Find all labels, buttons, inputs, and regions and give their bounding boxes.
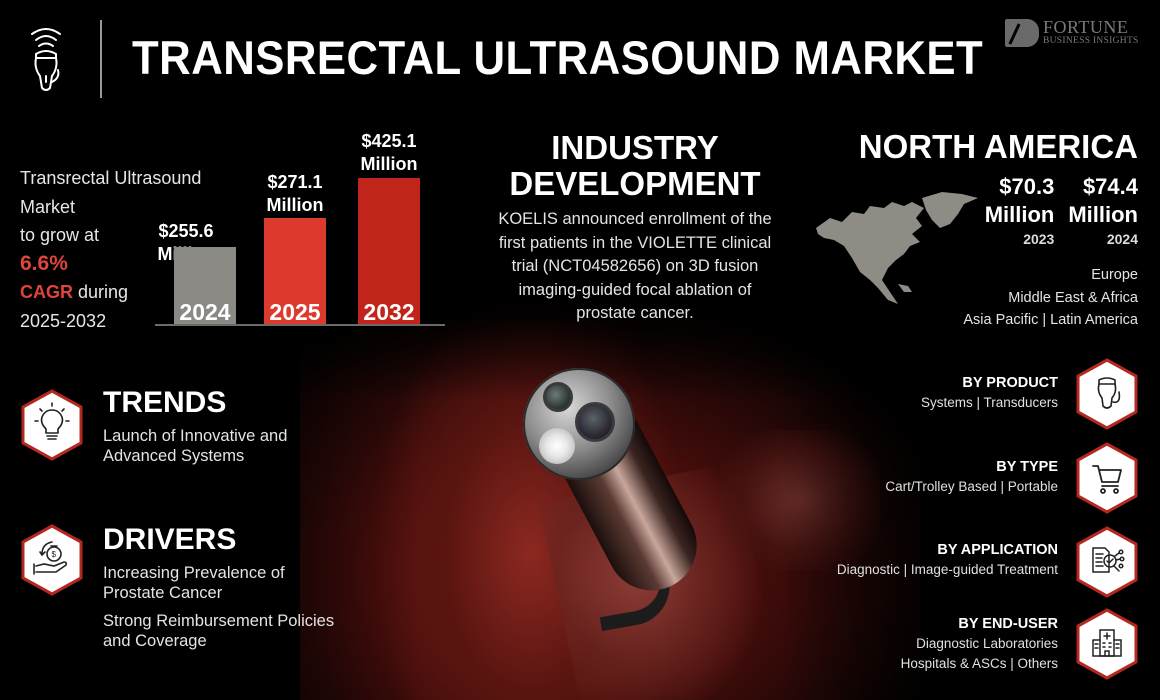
industry-development-heading: INDUSTRY DEVELOPMENT — [509, 129, 761, 202]
other-regions-list: Europe Middle East & Africa Asia Pacific… — [963, 264, 1138, 332]
page-title: TRANSRECTAL ULTRASOUND MARKET — [132, 31, 984, 84]
north-america-values: $70.3 Million 2023 $74.4 Million 2024 — [985, 173, 1138, 249]
bar-2032: 2032 — [358, 178, 420, 325]
segment-values: Hospitals & ASCs | Others — [900, 656, 1058, 671]
north-america-map-icon — [812, 188, 982, 308]
segment-by-application: BY APPLICATION Diagnostic | Image-guided… — [837, 540, 1058, 580]
logo-line2: BUSINESS INSIGHTS — [1043, 36, 1139, 46]
industry-development-text: KOELIS announced enrollment of the first… — [498, 210, 772, 322]
fortune-business-insights-logo: FORTUNE BUSINESS INSIGHTS — [1005, 18, 1139, 47]
svg-text:$: $ — [52, 550, 57, 559]
segment-values: Systems | Transducers — [920, 395, 1058, 410]
trends-heading: TRENDS — [103, 386, 227, 419]
segment-title: BY END-USER — [958, 616, 1058, 632]
segment-title: BY APPLICATION — [937, 542, 1058, 558]
trends-text: Launch of Innovative and Advanced System… — [103, 427, 288, 465]
growth-line2: Market — [20, 196, 76, 217]
drivers-heading: DRIVERS — [103, 523, 237, 556]
growth-line1: Transrectal Ultrasound — [20, 168, 202, 188]
hospital-icon — [1075, 608, 1139, 680]
ultrasound-probe-icon — [26, 22, 66, 94]
segment-by-type: BY TYPE Cart/Trolley Based | Portable — [885, 457, 1058, 497]
cagr-rate: 6.6% — [20, 251, 68, 275]
bar-2024: 2024 — [174, 247, 236, 325]
region-apac-latam: Asia Pacific | Latin America — [963, 312, 1138, 328]
region-europe: Europe — [1091, 267, 1138, 283]
fbi-logo-mark-icon — [1005, 18, 1039, 47]
diagnostic-search-icon — [1075, 526, 1139, 598]
chart-baseline — [155, 324, 445, 326]
na-value-2023: $70.3 Million 2023 — [984, 174, 1055, 247]
bar-year-2032: 2032 — [363, 299, 415, 325]
money-hand-icon: $ — [20, 524, 84, 596]
bar-value-label-2025: $271.1 Million — [266, 172, 324, 215]
segment-values: Diagnostic | Image-guided Treatment — [836, 562, 1058, 577]
cagr-label: CAGR — [20, 282, 73, 302]
segment-values: Diagnostic Laboratories — [916, 636, 1058, 651]
driver-item-2: Strong Reimbursement Policies and Covera… — [103, 612, 335, 650]
segment-by-end-user: BY END-USER Diagnostic Laboratories Hosp… — [901, 614, 1058, 674]
lightbulb-icon — [20, 389, 84, 461]
na-value-2024: $74.4 Million 2024 — [1068, 174, 1138, 247]
during-label: during — [73, 282, 129, 302]
bar-year-2024: 2024 — [179, 299, 231, 325]
region-mea: Middle East & Africa — [1008, 289, 1138, 306]
transducer-icon — [1075, 358, 1139, 430]
segment-title: BY PRODUCT — [962, 375, 1058, 391]
probe-head-image — [523, 368, 635, 480]
bar-value-label-2032: $425.1 Million — [360, 131, 418, 174]
segment-values: Cart/Trolley Based | Portable — [885, 479, 1058, 494]
north-america-heading: NORTH AMERICA — [858, 128, 1138, 165]
market-growth-summary: Transrectal Ultrasound Market to grow at… — [20, 164, 220, 335]
segment-by-product: BY PRODUCT Systems | Transducers — [921, 373, 1058, 413]
bar-2025: 2025 — [264, 218, 326, 325]
growth-line3: to grow at — [20, 225, 100, 245]
forecast-period: 2025-2032 — [20, 310, 107, 331]
segment-title: BY TYPE — [996, 459, 1058, 475]
driver-item-1: Increasing Prevalence of Prostate Cancer — [103, 564, 285, 602]
bar-year-2025: 2025 — [269, 299, 321, 325]
header-divider — [100, 20, 102, 98]
logo-line1: FORTUNE — [1043, 17, 1129, 37]
cart-icon — [1075, 442, 1139, 514]
